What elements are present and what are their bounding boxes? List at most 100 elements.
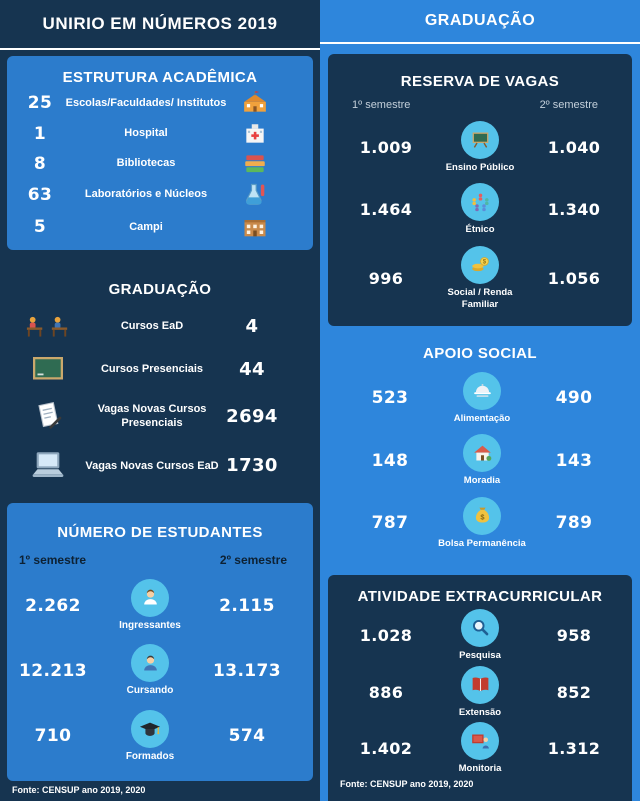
stat-row: Cursos EaD 4: [0, 315, 320, 338]
svg-text:$: $: [482, 259, 486, 266]
stat-value-sem2: 1.340: [547, 200, 601, 220]
stat-label: Étnico: [465, 224, 495, 236]
stat-value-sem2: 1.312: [547, 739, 601, 759]
graduation-cap-icon: [131, 709, 169, 748]
stat-label: Ingressantes: [119, 619, 181, 631]
classroom-desks-icon: [16, 315, 80, 338]
stat-label: Bolsa Permanência: [438, 537, 526, 549]
section-title: NÚMERO DE ESTUDANTES: [57, 524, 263, 542]
stat-value-sem2: 490: [555, 388, 593, 409]
stat-label: Escolas/Faculdades/ Institutos: [65, 96, 227, 109]
stat-row: 1.009 Ensino Público 1.040: [328, 120, 632, 174]
semester2-label: 2º semestre: [219, 553, 287, 568]
stat-label: Campi: [129, 220, 163, 233]
stat-row: 787 $ Bolsa Permanência 789: [320, 496, 640, 550]
stat-row: 5 Campi: [7, 213, 313, 241]
monitor-board-icon: [461, 722, 499, 761]
stat-label: Vagas Novas Cursos Presenciais: [97, 403, 207, 430]
semester2-label: 2º semestre: [539, 99, 598, 112]
stat-value-sem1: 148: [371, 450, 409, 471]
stat-row: 12.213 Cursando 13.173: [7, 644, 313, 698]
stat-value: 2694: [226, 405, 278, 427]
money-bag-icon: $: [463, 496, 501, 535]
stat-value: 25: [27, 93, 53, 114]
stat-label: Bibliotecas: [116, 157, 176, 170]
stat-value-sem2: 13.173: [212, 661, 281, 682]
hospital-icon: [227, 121, 283, 147]
house-icon: [463, 434, 501, 473]
section-title: RESERVA DE VAGAS: [400, 72, 560, 90]
stat-value: 44: [239, 358, 265, 380]
stat-row: 523 Alimentação 490: [320, 371, 640, 425]
stat-row: 63 Laboratórios e Núcleos: [7, 181, 313, 209]
stat-value: 1: [33, 123, 47, 144]
school-icon: [227, 90, 283, 116]
apoio-social-section: APOIO SOCIAL 523 Alimentação 490 148: [320, 326, 640, 565]
stat-value-sem2: 2.115: [219, 595, 275, 616]
semester-header-row: 1º semestre 2º semestre: [7, 553, 313, 567]
stat-label: Social / Renda Familiar: [447, 286, 513, 310]
right-column: GRADUAÇÃO RESERVA DE VAGAS 1º semestre 2…: [320, 0, 640, 801]
stat-label: Hospital: [124, 126, 168, 139]
stat-value-sem2: 143: [555, 450, 593, 471]
stat-row: 8 Bibliotecas: [7, 151, 313, 177]
stat-value: 5: [33, 217, 47, 238]
stat-row: 1.464 Étnico 1.340: [328, 183, 632, 236]
atividade-extracurricular-section: ATIVIDADE EXTRACURRICULAR 1.028 Pesquisa…: [328, 575, 632, 801]
stat-value-sem1: 1.464: [359, 200, 413, 220]
stat-row: 148 Moradia 143: [320, 434, 640, 487]
stat-label: Pesquisa: [459, 649, 501, 661]
left-main-title: UNIRIO EM NÚMEROS 2019: [0, 0, 320, 50]
section-title: ATIVIDADE EXTRACURRICULAR: [357, 588, 603, 605]
stat-label: Cursando: [126, 685, 174, 697]
stat-row: 25 Escolas/Faculdades/ Institutos: [7, 90, 313, 116]
stat-value: 4: [245, 315, 259, 337]
chalkboard-icon: [16, 354, 80, 384]
stat-value-sem2: 958: [556, 625, 592, 645]
semester1-label: 1º semestre: [352, 99, 411, 112]
stat-value-sem2: 1.040: [547, 137, 601, 157]
graduacao-left-section: GRADUAÇÃO Cursos EaD 4 Cursos Presenciai…: [0, 256, 320, 504]
reserva-vagas-section: RESERVA DE VAGAS 1º semestre 2º semestre…: [328, 54, 632, 327]
laptop-icon: [16, 449, 80, 483]
stat-value-sem2: 789: [555, 513, 593, 534]
left-source-footer: Fonte: CENSUP ano 2019, 2020: [12, 785, 146, 795]
estrutura-academica-section: ESTRUTURA ACADÊMICA 25 Escolas/Faculdade…: [7, 56, 313, 250]
coins-icon: $: [461, 245, 499, 284]
stat-value-sem2: 852: [556, 682, 592, 702]
campus-icon: [227, 213, 283, 241]
stat-value: 1730: [226, 455, 278, 477]
open-book-icon: [461, 665, 499, 704]
stat-row: 1.028 Pesquisa 958: [328, 608, 632, 662]
stat-value-sem1: 886: [368, 682, 404, 702]
right-main-title: GRADUAÇÃO: [320, 0, 640, 44]
stat-row: Vagas Novas Cursos EaD 1730: [0, 449, 320, 483]
stat-value-sem1: 1.028: [359, 625, 413, 645]
numero-estudantes-section: NÚMERO DE ESTUDANTES 1º semestre 2º seme…: [7, 503, 313, 781]
stat-value: 8: [33, 153, 47, 174]
stat-value-sem1: 710: [34, 726, 72, 747]
semester-header-row: 1º semestre 2º semestre: [328, 99, 632, 111]
stat-label: Formados: [125, 750, 175, 762]
left-column: UNIRIO EM NÚMEROS 2019 ESTRUTURA ACADÊMI…: [0, 0, 320, 795]
stat-row: 1.402 Monitoria 1.312: [328, 722, 632, 775]
stat-row: 996 $ Social / Renda Familiar 1.056: [328, 245, 632, 311]
stat-value-sem1: 996: [368, 268, 404, 288]
stat-row: Cursos Presenciais 44: [0, 354, 320, 384]
stat-value-sem2: 574: [228, 726, 266, 747]
stat-label: Cursos Presenciais: [100, 362, 204, 375]
lab-icon: [227, 181, 283, 209]
stat-label: Moradia: [463, 475, 501, 487]
meal-icon: [463, 371, 501, 410]
stat-row: 2.262 Ingressantes 2.115: [7, 578, 313, 633]
stat-value-sem1: 523: [371, 388, 409, 409]
section-title: GRADUAÇÃO: [108, 281, 212, 299]
stat-label: Alimentação: [453, 412, 511, 424]
stat-value-sem1: 12.213: [18, 661, 87, 682]
stat-label: Cursos EaD: [120, 319, 184, 332]
semester1-label: 1º semestre: [19, 553, 87, 568]
search-icon: [461, 608, 499, 647]
stat-value-sem1: 787: [371, 513, 409, 534]
stat-label: Monitoria: [458, 763, 502, 775]
student-icon: [131, 644, 169, 683]
